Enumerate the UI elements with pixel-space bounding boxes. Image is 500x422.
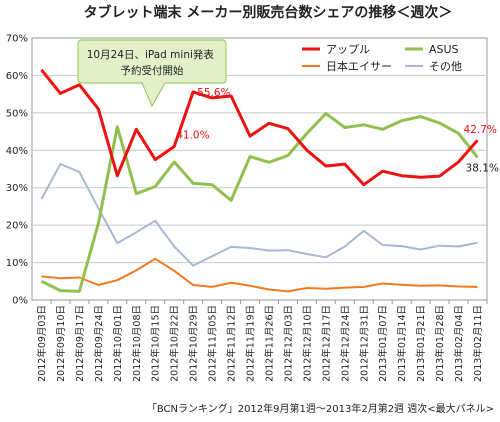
x-tick-label: 2012年09月17日 [74,305,86,382]
x-tick-label: 2012年12月03日 [282,305,294,382]
series-line-1 [40,112,479,293]
x-tick-label: 2012年10月22日 [169,305,181,382]
legend-label-asus: ASUS [429,43,459,56]
y-tick-label: 40% [6,146,28,157]
x-tick-label: 2012年10月08日 [131,305,143,382]
x-tick-label: 2012年10月15日 [150,305,162,382]
x-tick-label: 2013年01月07日 [377,305,389,382]
legend-label-other: その他 [429,60,462,73]
data-label: 55.6% [197,87,230,99]
legend-label-apple: アップル [326,43,370,56]
x-tick-label: 2012年12月10日 [301,305,313,382]
callout-line-2: 予約受付開始 [121,64,184,77]
y-tick-label: 30% [6,183,28,194]
x-tick-label: 2013年02月04日 [453,305,465,382]
series-line-0 [40,68,479,187]
x-tick-label: 2012年09月10日 [55,305,67,382]
y-tick-label: 50% [6,108,28,119]
data-labels: 41.0% 55.6% 42.7% 38.1% [176,87,499,175]
series-line-3 [40,163,478,267]
x-tick-label: 2012年09月24日 [93,305,105,382]
y-axis-ticks: 0% 10% 20% 30% 40% 50% 60% 70% [6,34,28,307]
series-lines [40,68,479,293]
x-tick-label: 2013年01月14日 [396,305,408,382]
chart-footer: 「BCNランキング」2012年9月第1週～2013年2月第2週 週次<最大パネル… [147,402,494,415]
y-tick-label: 10% [6,258,28,269]
series-line-2 [41,257,478,293]
callout-line-1: 10月24日、iPad mini発表 [87,48,215,61]
y-tick-label: 20% [6,221,28,232]
data-label: 38.1% [466,162,499,174]
x-tick-label: 2012年11月26日 [263,305,275,382]
x-tick-label: 2012年11月12日 [226,305,238,382]
x-tick-label: 2012年12月17日 [320,305,332,382]
x-tick-label: 2012年12月31日 [358,305,370,382]
x-tick-label: 2013年01月28日 [434,305,446,382]
chart-title: タブレット端末 メーカー別販売台数シェアの推移＜週次＞ [84,4,453,21]
callout-bubble [77,39,227,108]
x-tick-label: 2013年01月21日 [415,305,427,382]
x-tick-label: 2012年10月29日 [188,305,200,382]
x-axis-ticks: 2012年09月03日 2012年09月10日 2012年09月17日 2012年09… [36,300,488,382]
x-tick-label: 2012年12月24日 [339,305,351,382]
x-tick-label: 2012年11月05日 [207,305,219,382]
x-tick-label: 2012年11月19日 [245,305,257,382]
y-tick-label: 0% [12,296,28,307]
data-label: 42.7% [464,124,497,136]
legend: アップル ASUS 日本エイサー その他 [302,43,462,73]
y-tick-label: 70% [6,34,28,45]
callout-note: 10月24日、iPad mini発表 予約受付開始 [77,39,227,108]
legend-label-acer: 日本エイサー [326,59,392,73]
y-tick-label: 60% [6,71,28,82]
x-tick-label: 2013年02月11日 [472,305,484,382]
grid-lines [32,74,487,264]
x-tick-label: 2012年10月01日 [112,305,124,382]
data-label: 41.0% [176,130,209,142]
x-tick-label: 2012年09月03日 [36,305,48,382]
callout-text: 10月24日、iPad mini発表 予約受付開始 [87,48,218,77]
